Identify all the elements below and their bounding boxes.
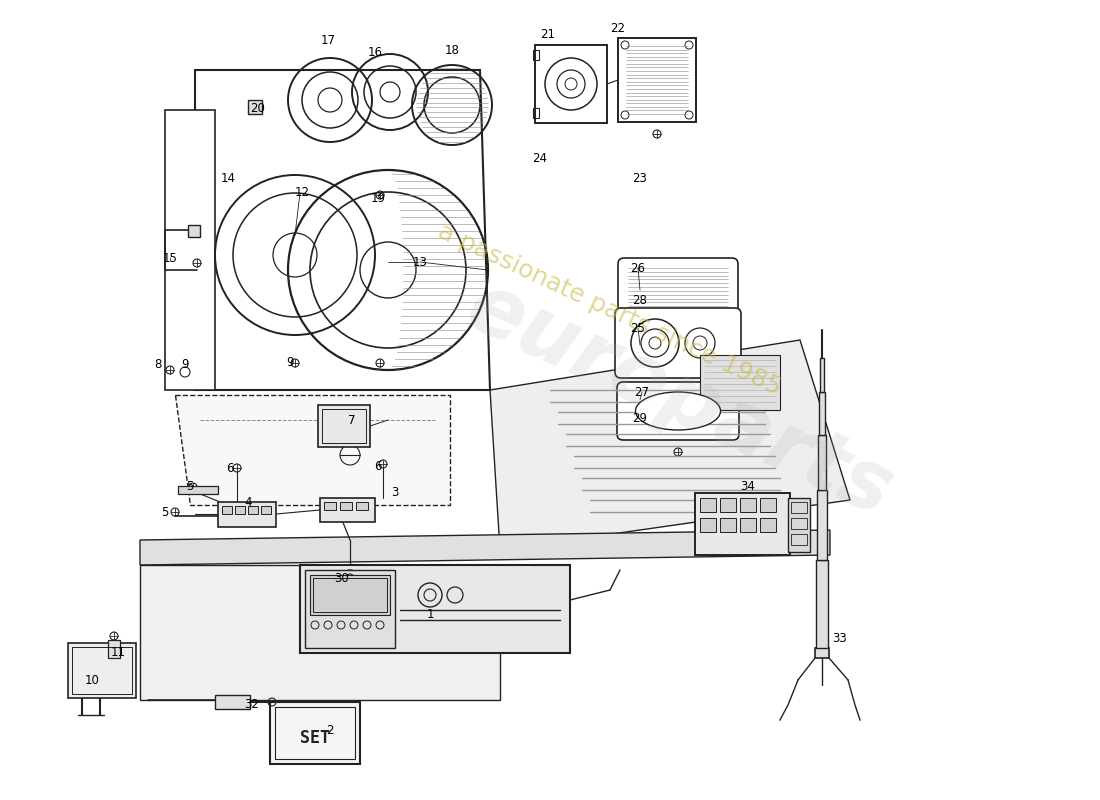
FancyBboxPatch shape: [615, 308, 741, 378]
Text: 1: 1: [427, 609, 433, 622]
Bar: [535, 45, 607, 123]
Bar: [740, 498, 756, 512]
Text: 9: 9: [182, 358, 189, 371]
Polygon shape: [490, 340, 850, 550]
Text: 33: 33: [833, 631, 847, 645]
Text: 5: 5: [186, 479, 194, 493]
Bar: [817, 490, 827, 560]
Text: 24: 24: [532, 151, 548, 165]
Bar: [214, 695, 250, 709]
Bar: [695, 493, 790, 555]
Bar: [318, 405, 370, 447]
Bar: [222, 506, 232, 514]
Bar: [791, 518, 807, 529]
Bar: [534, 108, 539, 118]
Bar: [356, 502, 369, 510]
Text: 32: 32: [244, 698, 260, 711]
Text: 6: 6: [227, 462, 233, 474]
Bar: [320, 498, 375, 522]
Polygon shape: [195, 70, 490, 390]
Text: 16: 16: [367, 46, 383, 58]
Text: 6: 6: [374, 459, 382, 473]
Text: 34: 34: [740, 481, 756, 494]
Text: 10: 10: [85, 674, 99, 686]
Polygon shape: [140, 565, 500, 700]
Bar: [720, 498, 736, 512]
Text: 30: 30: [334, 571, 350, 585]
Bar: [740, 518, 756, 532]
Bar: [788, 498, 810, 552]
Bar: [791, 534, 807, 545]
Bar: [816, 560, 828, 648]
Text: 21: 21: [540, 29, 556, 42]
Bar: [791, 502, 807, 513]
Text: 14: 14: [220, 171, 235, 185]
Bar: [534, 50, 539, 60]
Text: 19: 19: [371, 191, 385, 205]
Bar: [760, 518, 775, 532]
Text: 17: 17: [320, 34, 336, 46]
Bar: [178, 486, 218, 494]
Bar: [72, 647, 132, 694]
Bar: [340, 502, 352, 510]
Text: 26: 26: [630, 262, 646, 274]
Bar: [314, 578, 387, 612]
Text: 27: 27: [635, 386, 649, 398]
Bar: [818, 435, 826, 490]
Bar: [700, 518, 716, 532]
FancyBboxPatch shape: [617, 382, 739, 440]
Bar: [322, 409, 366, 443]
Bar: [261, 506, 271, 514]
Text: SET: SET: [300, 729, 330, 747]
Bar: [324, 502, 336, 510]
Bar: [760, 498, 775, 512]
Text: 25: 25: [630, 322, 646, 334]
Text: 15: 15: [163, 251, 177, 265]
Bar: [618, 38, 696, 122]
Ellipse shape: [636, 392, 720, 430]
Text: 13: 13: [412, 255, 428, 269]
Bar: [820, 392, 825, 435]
Text: 23: 23: [632, 171, 648, 185]
FancyBboxPatch shape: [618, 258, 738, 320]
Bar: [248, 506, 258, 514]
Text: 8: 8: [154, 358, 162, 371]
Polygon shape: [165, 110, 214, 390]
Polygon shape: [175, 395, 450, 505]
Text: 4: 4: [244, 495, 252, 509]
Bar: [820, 358, 824, 392]
Bar: [218, 502, 276, 527]
Text: 29: 29: [632, 411, 648, 425]
Text: europarts: europarts: [454, 266, 906, 534]
Bar: [700, 355, 780, 410]
Text: 11: 11: [110, 646, 125, 659]
Bar: [68, 643, 136, 698]
Bar: [108, 640, 120, 658]
Polygon shape: [140, 530, 830, 565]
Bar: [305, 570, 395, 648]
Text: 2: 2: [327, 723, 333, 737]
Bar: [310, 575, 390, 615]
Bar: [188, 225, 200, 237]
Text: 3: 3: [392, 486, 398, 498]
Text: 18: 18: [444, 43, 460, 57]
Text: 20: 20: [251, 102, 265, 114]
Bar: [720, 518, 736, 532]
Bar: [815, 648, 829, 658]
Text: a passionate parts since 1985: a passionate parts since 1985: [434, 220, 785, 400]
Bar: [270, 702, 360, 764]
Bar: [248, 100, 262, 114]
Text: 22: 22: [610, 22, 626, 34]
Bar: [235, 506, 245, 514]
Text: 9: 9: [286, 357, 294, 370]
Text: 7: 7: [349, 414, 355, 426]
Text: 5: 5: [162, 506, 168, 518]
Text: 12: 12: [295, 186, 309, 199]
Bar: [275, 707, 355, 759]
Text: 28: 28: [632, 294, 648, 306]
Bar: [300, 565, 570, 653]
Bar: [700, 498, 716, 512]
